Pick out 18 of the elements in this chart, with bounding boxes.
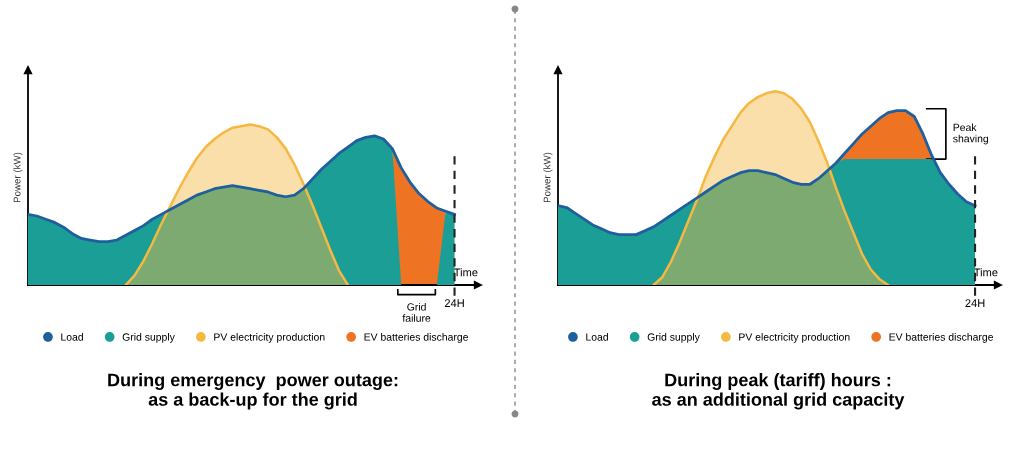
legend-label: EV batteries discharge (364, 333, 469, 343)
annotation: Peak shaving (953, 123, 989, 145)
text: 24H (965, 299, 985, 307)
legend-label: PV electricity production (739, 333, 850, 343)
text: Grid failure (402, 302, 431, 322)
y-axis-title: Power (kW) (13, 152, 23, 203)
legend-label: PV electricity production (214, 333, 325, 343)
text: During peak (tariff) hours : as an additional grid capacity (652, 373, 905, 410)
x-axis-title: Time (453, 268, 478, 277)
legend-label: EV batteries discharge (889, 333, 994, 343)
text: 24H (444, 299, 464, 307)
legend-label: Grid supply (647, 333, 700, 343)
legend-label: Grid supply (122, 333, 175, 343)
legend-label: Load (61, 333, 83, 341)
text: During emergency power outage: as a back-up for the grid (108, 373, 398, 410)
legend-label: Load (586, 333, 608, 341)
y-axis-title: Power (kW) (543, 152, 553, 203)
x-axis-title: Time (973, 268, 998, 277)
